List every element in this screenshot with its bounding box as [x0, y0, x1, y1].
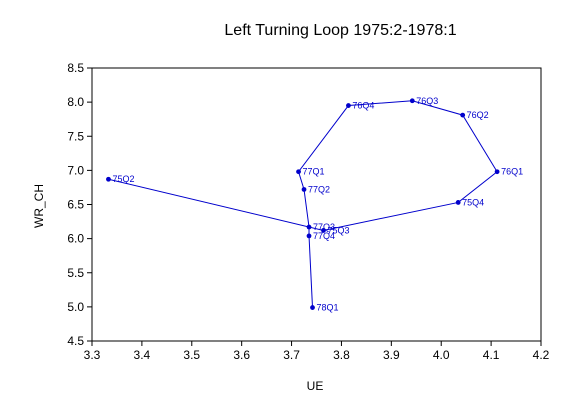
y-tick-label: 6.0 — [67, 232, 84, 246]
y-tick-label: 7.5 — [67, 129, 84, 143]
data-point — [455, 200, 461, 205]
x-axis-label: UE — [307, 379, 324, 393]
data-label: 75Q2 — [112, 174, 134, 184]
data-point — [306, 233, 312, 239]
y-tick-label: 7.0 — [67, 163, 84, 177]
data-label: 77Q3 — [313, 222, 335, 232]
x-tick-label: 4.0 — [433, 348, 450, 362]
data-point — [296, 169, 301, 175]
y-tick-label: 4.5 — [67, 334, 84, 348]
data-labels: 75Q2 75Q3 75Q4 76Q1 76Q2 76Q3 76Q4 77Q1 77Q2 77Q3… — [112, 96, 523, 313]
data-label: 77Q1 — [303, 167, 325, 177]
data-point — [106, 176, 111, 182]
y-tick-label: 5.5 — [67, 266, 84, 280]
data-point — [310, 305, 315, 310]
data-points — [106, 98, 500, 310]
x-tick-label: 4.2 — [533, 348, 550, 362]
series-line-layer — [108, 100, 498, 308]
x-tick-label: 3.5 — [183, 348, 200, 362]
data-point — [494, 169, 500, 175]
chart-title: Left Turning Loop 1975:2-1978:1 — [224, 22, 457, 39]
data-label: 76Q3 — [416, 96, 438, 106]
data-label: 77Q4 — [313, 231, 335, 241]
y-tick-label: 8.0 — [67, 95, 84, 109]
data-label: 77Q2 — [308, 184, 330, 194]
y-tick-label: 5.0 — [67, 300, 84, 314]
series-line — [108, 100, 498, 308]
data-label: 76Q1 — [501, 167, 523, 177]
y-tick-label: 6.5 — [67, 198, 84, 212]
data-point — [460, 112, 466, 118]
x-tick-label: 3.8 — [333, 348, 350, 362]
data-label: 76Q2 — [467, 110, 489, 120]
data-label: 76Q4 — [352, 101, 374, 111]
data-point — [321, 228, 326, 233]
x-tick-label: 3.9 — [383, 348, 400, 362]
x-tick-label: 4.1 — [483, 348, 500, 362]
x-tick-label: 3.3 — [84, 348, 101, 362]
x-tick-label: 3.6 — [233, 348, 250, 362]
x-tick-label: 3.4 — [134, 348, 151, 362]
data-point — [301, 187, 307, 192]
data-label: 75Q4 — [462, 197, 484, 207]
y-tick-label: 8.5 — [67, 61, 84, 75]
data-label: 75Q3 — [327, 225, 349, 235]
data-point — [409, 98, 415, 104]
data-point — [346, 103, 351, 108]
x-tick-label: 3.7 — [283, 348, 300, 362]
y-axis-label: WR_CH — [32, 184, 46, 228]
axes: 3.3 3.4 3.5 3.6 3.7 3.8 3.9 4.0 4.1 4.2 4.5 5.0 5.5 6… — [67, 61, 549, 362]
data-label: 78Q1 — [317, 303, 339, 313]
data-point — [306, 224, 312, 230]
